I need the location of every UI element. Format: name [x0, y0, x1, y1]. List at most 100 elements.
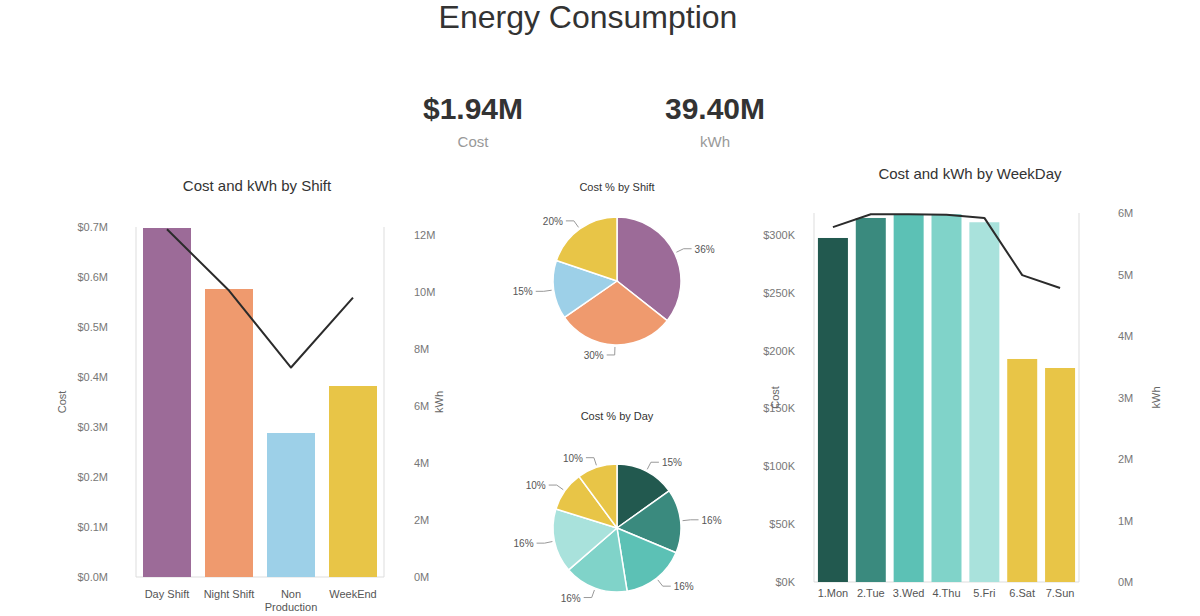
x-tick-label: 1.Mon — [818, 587, 849, 599]
leader-line — [676, 249, 691, 252]
line — [833, 214, 1060, 288]
x-tick-label: Day Shift — [145, 588, 190, 600]
x-tick-label: 7.Sun — [1046, 587, 1075, 599]
pie-slice — [556, 217, 617, 281]
y-tick-label: $0.0M — [77, 571, 108, 583]
y2-tick-label: 0M — [1118, 576, 1133, 588]
page-title: Energy Consumption — [439, 0, 738, 35]
chart-title: Cost % by Day — [581, 410, 654, 422]
y-tick-label: $0.3M — [77, 421, 108, 433]
data-label: 10% — [526, 480, 546, 491]
x-tick-label-line: Production — [265, 601, 318, 613]
chart: Cost % by Day 15% 16% 16% 16% 16% 10% 10% — [514, 410, 722, 604]
plot-area — [143, 228, 377, 577]
y-axis-title: Cost — [56, 391, 68, 414]
chart-title: Cost and kWh by Shift — [183, 177, 332, 194]
leader-line — [683, 519, 699, 521]
bar — [894, 214, 924, 582]
y-tick-label: $300K — [763, 229, 795, 241]
leader-line — [586, 458, 596, 466]
leader-line — [607, 347, 615, 355]
y2-tick-label: 4M — [1118, 330, 1133, 342]
leader-line — [566, 221, 579, 228]
y-axis-line — [814, 213, 815, 582]
card-value: 39.40M — [665, 92, 765, 125]
y-tick-label: $0.4M — [77, 371, 108, 383]
y2-tick-label: 8M — [414, 343, 429, 355]
y2-axis-title: kWh — [433, 391, 445, 413]
y-tick-label: $100K — [763, 460, 795, 472]
data-label: 16% — [702, 515, 722, 526]
bar — [818, 238, 848, 582]
x-tick-label-line: Non — [281, 588, 301, 600]
leader-line — [658, 580, 671, 586]
y2-tick-label: 3M — [1118, 392, 1133, 404]
chart: Cost and kWh by WeekDay$0K$50K$100K$150K… — [763, 165, 1162, 599]
chart: Cost % by Shift 36% 30% 15% 20% — [513, 181, 715, 361]
x-tick-label: 4.Thu — [932, 587, 960, 599]
y2-axis-line — [384, 227, 385, 577]
x-tick-label: 5.Fri — [973, 587, 995, 599]
data-label: 15% — [513, 286, 533, 297]
data-label: 16% — [514, 538, 534, 549]
bar — [856, 218, 886, 582]
card-value: $1.94M — [423, 92, 523, 125]
bar — [205, 289, 253, 577]
x-tick-label: NonProduction — [265, 588, 318, 613]
card-label: Cost — [458, 133, 490, 150]
leader-line — [549, 485, 564, 490]
y-tick-label: $0.1M — [77, 521, 108, 533]
dashboard: Energy Consumption$1.94MCost39.40MkWhCos… — [0, 0, 1200, 616]
y-tick-label: $250K — [763, 287, 795, 299]
bar — [932, 214, 962, 582]
y-tick-label: $0.7M — [77, 221, 108, 233]
y2-tick-label: 0M — [414, 571, 429, 583]
leader-line — [537, 542, 553, 544]
y-tick-label: $50K — [769, 518, 795, 530]
leader-line — [647, 462, 659, 469]
bar — [969, 222, 999, 582]
data-label: 16% — [674, 581, 694, 592]
data-label: 36% — [695, 244, 715, 255]
bar — [329, 386, 377, 577]
leader-line — [536, 290, 552, 291]
y-tick-label: $0K — [775, 576, 795, 588]
chart-title: Cost % by Shift — [579, 181, 654, 193]
plot-area — [818, 214, 1075, 582]
y2-axis-line — [1079, 213, 1080, 582]
x-tick-label: WeekEnd — [329, 588, 377, 600]
line — [167, 229, 353, 367]
y2-tick-label: 12M — [414, 229, 435, 241]
x-tick-label: Night Shift — [204, 588, 255, 600]
x-tick-label: 2.Tue — [857, 587, 885, 599]
y2-tick-label: 4M — [414, 457, 429, 469]
leader-line — [584, 590, 595, 598]
bar — [1007, 359, 1037, 582]
y-axis-line — [136, 227, 137, 577]
pie-slice — [579, 464, 617, 528]
y-tick-label: $200K — [763, 345, 795, 357]
y-axis-title: Cost — [769, 386, 781, 409]
data-label: 15% — [662, 457, 682, 468]
y2-axis-title: kWh — [1150, 387, 1162, 409]
y2-tick-label: 6M — [1118, 207, 1133, 219]
y2-tick-label: 6M — [414, 400, 429, 412]
data-label: 20% — [543, 216, 563, 227]
card-label: kWh — [700, 133, 730, 150]
data-label: 30% — [584, 350, 604, 361]
data-label: 16% — [561, 593, 581, 604]
y-tick-label: $0.6M — [77, 271, 108, 283]
y2-tick-label: 2M — [1118, 453, 1133, 465]
y-tick-label: $0.2M — [77, 471, 108, 483]
y2-tick-label: 10M — [414, 286, 435, 298]
bar — [143, 228, 191, 577]
x-tick-label: 6.Sat — [1009, 587, 1035, 599]
chart: Cost and kWh by Shift $0.0M $0.1M $0.2M $0.3… — [56, 177, 445, 613]
y2-tick-label: 2M — [414, 514, 429, 526]
bar — [1045, 368, 1075, 582]
bar — [267, 433, 315, 577]
y-tick-label: $0.5M — [77, 321, 108, 333]
y2-tick-label: 5M — [1118, 269, 1133, 281]
x-tick-label: 3.Wed — [893, 587, 925, 599]
data-label: 10% — [563, 453, 583, 464]
